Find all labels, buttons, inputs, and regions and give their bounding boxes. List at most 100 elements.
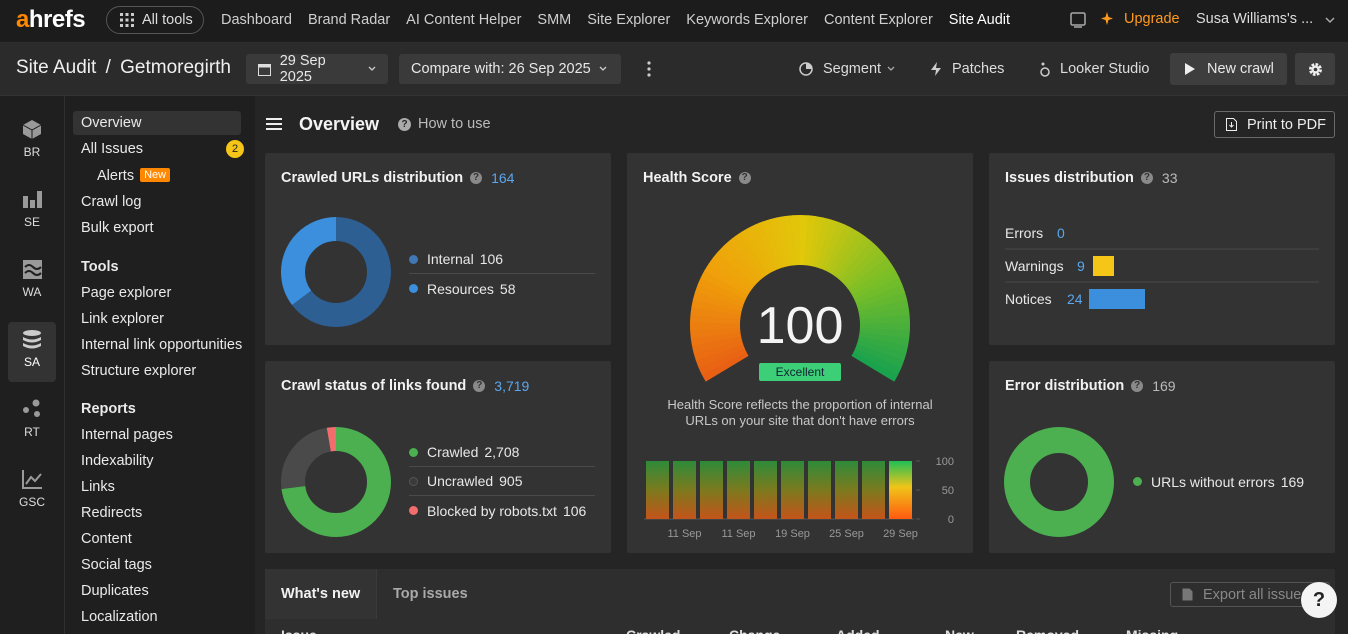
column-header[interactable]: Missing — [1126, 627, 1178, 634]
more-icon[interactable] — [646, 61, 652, 77]
legend-item: Blocked by robots.txt 106 — [409, 496, 595, 525]
sidebar-item[interactable]: Page explorer — [81, 285, 172, 301]
nav-link[interactable]: Dashboard — [221, 12, 292, 28]
legend-item: Internal 106 — [409, 245, 595, 274]
sidebar-item[interactable]: All Issues 2 — [73, 137, 244, 161]
issue-bar — [1093, 256, 1114, 276]
date-picker[interactable]: 29 Sep 2025 — [246, 53, 388, 85]
nav-link[interactable]: SMM — [537, 12, 572, 28]
nav-link[interactable]: Site Audit — [948, 12, 1011, 28]
tab-active[interactable]: What's new — [265, 569, 377, 619]
gauge-arc — [820, 221, 846, 271]
sidebar-item[interactable]: Internal pages — [81, 427, 173, 443]
gauge-arc — [858, 332, 910, 347]
gear-icon — [1308, 62, 1322, 76]
y-tick-label: 0 — [948, 514, 954, 526]
sidebar-item[interactable]: Duplicates — [81, 583, 149, 599]
sidebar-item[interactable]: Crawl log — [81, 193, 142, 210]
legend-dot — [409, 284, 418, 293]
sidebar-item[interactable]: Link explorer — [81, 311, 165, 327]
sidebar-item[interactable]: Content — [81, 531, 132, 547]
column-header[interactable]: Issue — [281, 627, 317, 634]
column-header[interactable]: Removed — [1016, 627, 1079, 634]
column-header[interactable]: New — [945, 627, 974, 634]
logo[interactable]: ahrefs — [16, 6, 86, 34]
rail-item[interactable]: GSC — [8, 462, 56, 522]
upgrade[interactable]: Upgrade — [1101, 11, 1180, 27]
sidebar-item[interactable]: Social tags — [81, 557, 152, 573]
chevron — [1325, 17, 1335, 24]
compare-picker[interactable]: Compare with: 26 Sep 2025 — [399, 54, 621, 84]
new-crawl[interactable]: New crawl — [1170, 53, 1287, 85]
sidebar-item[interactable]: Alerts New — [89, 163, 241, 187]
nav-link[interactable]: Content Explorer — [823, 12, 933, 28]
legend-dot — [409, 447, 418, 457]
issues-table: What's new Top issues Export all issues … — [265, 569, 1335, 634]
nav-link[interactable]: AI Content Helper — [406, 12, 522, 28]
sidebar-item[interactable]: Indexability — [81, 453, 154, 469]
rail-label: SE — [23, 215, 40, 229]
main: Overview ? How to use Print to PDF Crawle… — [255, 96, 1348, 634]
nav-link[interactable]: Brand Radar — [307, 12, 391, 28]
gauge-arc — [690, 327, 741, 339]
how-to-use[interactable]: ? How to use — [398, 116, 491, 132]
history-bar — [835, 461, 858, 519]
column-header[interactable]: Crawled — [626, 627, 680, 634]
rail-item[interactable]: SA — [8, 322, 56, 382]
bc-project[interactable]: Getmoregirth — [120, 57, 231, 78]
monitor-icon[interactable] — [1070, 12, 1086, 28]
print-pdf[interactable]: Print to PDF — [1214, 111, 1335, 138]
settings[interactable] — [1295, 53, 1335, 85]
export-button[interactable]: Export all issues — [1170, 582, 1330, 607]
legend-item: Resources 58 — [409, 274, 595, 303]
segment[interactable]: Segment — [799, 61, 895, 77]
menu-icon[interactable] — [266, 117, 282, 131]
help-button[interactable]: ? — [1301, 582, 1337, 618]
rail-item[interactable]: RT — [8, 392, 56, 452]
sidebar-item[interactable]: Bulk export — [81, 219, 154, 236]
crawled-urls-card: Crawled URLs distribution? 164 Internal 10… — [265, 153, 611, 345]
issue-count: 24 — [1067, 291, 1083, 307]
title: Crawl status of links found — [281, 378, 467, 394]
bc-title[interactable]: Site Audit — [16, 57, 97, 78]
total[interactable]: 3,719 — [494, 378, 530, 394]
column-header[interactable]: Change — [729, 627, 780, 634]
sidebar-item[interactable]: Internal link opportunities — [81, 337, 243, 353]
nav-link[interactable]: Keywords Explorer — [686, 12, 808, 28]
legend-name: URLs without errors — [1151, 473, 1275, 490]
segment-label: Segment — [823, 61, 882, 77]
sidebar-item[interactable]: Localization — [81, 609, 158, 625]
all-tools[interactable]: All tools — [106, 6, 204, 34]
donut-segment — [1004, 427, 1114, 537]
nav-link[interactable]: Site Explorer — [587, 12, 671, 28]
gauge-arc — [741, 227, 773, 275]
looker[interactable]: Looker Studio — [1040, 61, 1149, 77]
issue-bar — [1089, 289, 1145, 309]
patches[interactable]: Patches — [930, 61, 1004, 77]
nav-links: Dashboard Brand Radar AI Content Helper SMM… — [221, 12, 1010, 28]
rail-item[interactable]: WA — [8, 252, 56, 312]
sidebar-item[interactable]: Overview — [73, 111, 241, 135]
rail-item[interactable]: BR — [8, 112, 56, 172]
donut-chart — [281, 427, 391, 537]
sidebar-item[interactable]: Links — [81, 479, 115, 495]
gauge-arc — [838, 241, 878, 283]
health-card: Health Score? Health Score reflects the … — [627, 153, 973, 553]
rail-label: RT — [24, 425, 40, 439]
sidebar-item[interactable]: Structure explorer — [81, 363, 197, 379]
x-tick-label: 19 Sep — [775, 528, 810, 540]
user-menu[interactable]: Susa Williams's ... — [1196, 11, 1314, 27]
top-nav: ahrefs All tools Dashboard Brand Radar AI … — [0, 0, 1348, 43]
total[interactable]: 164 — [491, 170, 515, 186]
export-label: Export all issues — [1203, 586, 1309, 603]
sidebar-item[interactable]: Redirects — [81, 505, 143, 521]
gauge-arc — [754, 221, 780, 271]
gauge-arc — [723, 240, 762, 283]
tab[interactable]: Top issues — [393, 586, 468, 602]
gauge-arc — [857, 292, 908, 312]
donut-chart — [281, 217, 391, 327]
column-header[interactable]: Added — [836, 627, 880, 634]
legend-value: 2,708 — [484, 444, 520, 460]
issue-category: Errors — [1005, 225, 1043, 241]
rail-item[interactable]: SE — [8, 182, 56, 242]
